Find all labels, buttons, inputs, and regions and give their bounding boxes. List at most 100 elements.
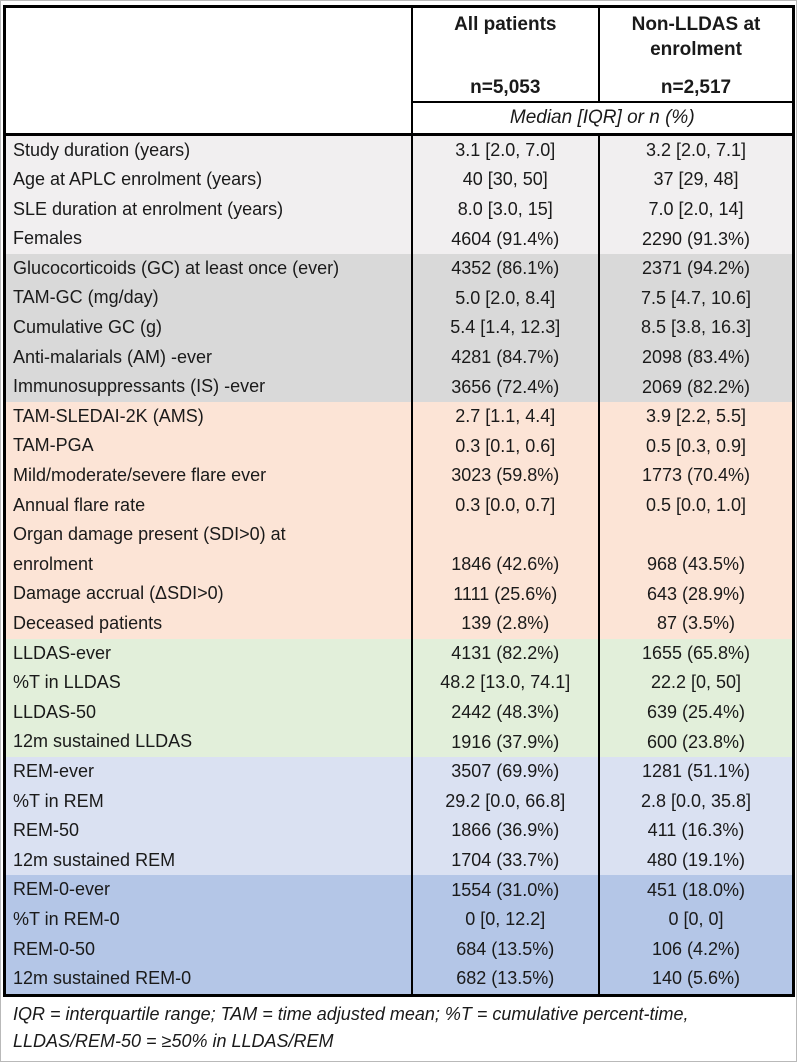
table-row: 12m sustained LLDAS 1916 (37.9%) 600 (23… <box>4 727 794 757</box>
table-row: Organ damage present (SDI>0) at enrolmen… <box>4 520 794 580</box>
value-non-lldas: 2.8 [0.0, 35.8] <box>598 786 794 817</box>
column-header-all-patients: All patients n=5,053 <box>411 6 599 103</box>
value-non-lldas: 22.2 [0, 50] <box>598 668 794 698</box>
row-label: TAM-GC (mg/day) <box>4 283 413 314</box>
row-label: Age at APLC enrolment (years) <box>4 165 413 195</box>
value-non-lldas: 600 (23.8%) <box>598 727 794 757</box>
value-all-patients: 0.3 [0.1, 0.6] <box>455 435 556 456</box>
value-all-patients: 682 (13.5%) <box>456 968 555 989</box>
row-label: %T in REM <box>4 786 413 817</box>
table-row: REM-0-50 684 (13.5%) 106 (4.2%) <box>4 934 794 965</box>
column-header-non-lldas: Non-LLDAS at enrolment n=2,517 <box>598 6 794 103</box>
subheader-cell: Median [IQR] or n (%) <box>411 102 794 136</box>
row-label: Study duration (years) <box>4 134 413 166</box>
value-all-patients: 1704 (33.7%) <box>451 850 560 871</box>
table-row: %T in LLDAS 48.2 [13.0, 74.1] 22.2 [0, 5… <box>4 668 794 698</box>
value-all-patients: 1866 (36.9%) <box>451 820 560 841</box>
value-all-patients: 4604 (91.4%) <box>451 228 560 249</box>
value-all-patients: 1111 (25.6%) <box>453 583 558 604</box>
table-row: 12m sustained REM 1704 (33.7%) 480 (19.1… <box>4 845 794 876</box>
row-label: Glucocorticoids (GC) at least once (ever… <box>4 253 413 284</box>
value-all-patients: 48.2 [13.0, 74.1] <box>440 672 571 693</box>
row-label: TAM-SLEDAI-2K (AMS) <box>4 401 413 432</box>
table-row: Anti-malarials (AM) -ever 4281 (84.7%) 2… <box>4 342 794 373</box>
value-all-patients: 8.0 [3.0, 15] <box>457 198 553 219</box>
row-label: Organ damage present (SDI>0) at enrolmen… <box>4 520 413 580</box>
subheader-row: Median [IQR] or n (%) <box>5 102 794 136</box>
row-label: REM-0-50 <box>4 934 413 965</box>
table-row: Cumulative GC (g) 5.4 [1.4, 12.3] 8.5 [3… <box>4 313 794 343</box>
value-non-lldas: 411 (16.3%) <box>598 816 794 846</box>
table-row: REM-ever 3507 (69.9%) 1281 (51.1%) <box>4 756 794 787</box>
column-title: All patients <box>454 14 557 35</box>
table-row: Glucocorticoids (GC) at least once (ever… <box>4 253 794 284</box>
value-non-lldas: 2290 (91.3%) <box>598 224 794 254</box>
row-label: SLE duration at enrolment (years) <box>4 194 413 225</box>
row-label: Immunosuppressants (IS) -ever <box>4 372 413 402</box>
value-all-patients: 4281 (84.7%) <box>451 346 560 367</box>
value-non-lldas: 968 (43.5%) <box>598 520 794 580</box>
table-row: SLE duration at enrolment (years) 8.0 [3… <box>4 194 794 225</box>
table-row: Annual flare rate 0.3 [0.0, 0.7] 0.5 [0.… <box>4 490 794 521</box>
value-non-lldas: 106 (4.2%) <box>598 934 794 965</box>
value-non-lldas: 8.5 [3.8, 16.3] <box>598 313 794 343</box>
row-label: Anti-malarials (AM) -ever <box>4 342 413 373</box>
table-row: Immunosuppressants (IS) -ever 3656 (72.4… <box>4 372 794 402</box>
table-row: LLDAS-ever 4131 (82.2%) 1655 (65.8%) <box>4 638 794 669</box>
table-footnote: IQR = interquartile range; TAM = time ad… <box>13 1004 689 1051</box>
value-all-patients: 684 (13.5%) <box>456 938 555 959</box>
row-label: LLDAS-ever <box>4 638 413 669</box>
value-non-lldas: 140 (5.6%) <box>598 964 794 996</box>
row-label: REM-ever <box>4 756 413 787</box>
column-n-count: n=2,517 <box>660 77 732 98</box>
row-label: REM-0-ever <box>4 875 413 905</box>
column-title: Non-LLDAS at enrolment <box>631 14 761 60</box>
value-all-patients: 4131 (82.2%) <box>451 642 560 663</box>
table-row: TAM-SLEDAI-2K (AMS) 2.7 [1.1, 4.4] 3.9 [… <box>4 401 794 432</box>
row-label: 12m sustained LLDAS <box>4 727 413 757</box>
value-all-patients: 4352 (86.1%) <box>451 258 560 279</box>
table-row: %T in REM 29.2 [0.0, 66.8] 2.8 [0.0, 35.… <box>4 786 794 817</box>
value-all-patients: 139 (2.8%) <box>461 613 550 634</box>
value-non-lldas: 0.5 [0.0, 1.0] <box>598 490 794 521</box>
table-row: %T in REM-0 0 [0, 12.2] 0 [0, 0] <box>4 904 794 935</box>
row-label: %T in REM-0 <box>4 904 413 935</box>
table-row: Damage accrual (ΔSDI>0) 1111 (25.6%) 643… <box>4 579 794 609</box>
row-label: REM-50 <box>4 816 413 846</box>
value-all-patients: 1916 (37.9%) <box>451 731 560 752</box>
value-all-patients: 40 [30, 50] <box>462 169 548 190</box>
value-all-patients: 3023 (59.8%) <box>451 465 560 486</box>
row-label: Deceased patients <box>4 609 413 639</box>
row-label: TAM-PGA <box>4 431 413 462</box>
row-label: Females <box>4 224 413 254</box>
value-non-lldas: 1655 (65.8%) <box>598 638 794 669</box>
value-non-lldas: 3.2 [2.0, 7.1] <box>598 134 794 166</box>
value-all-patients: 0.3 [0.0, 0.7] <box>455 494 556 515</box>
value-all-patients: 1846 (42.6%) <box>451 553 560 574</box>
value-non-lldas: 643 (28.9%) <box>598 579 794 609</box>
header-corner-cell <box>4 6 413 136</box>
table-row: TAM-PGA 0.3 [0.1, 0.6] 0.5 [0.3, 0.9] <box>4 431 794 462</box>
table-row: REM-0-ever 1554 (31.0%) 451 (18.0%) <box>4 875 794 905</box>
value-all-patients: 3507 (69.9%) <box>451 761 560 782</box>
value-non-lldas: 37 [29, 48] <box>598 165 794 195</box>
value-all-patients: 2.7 [1.1, 4.4] <box>455 406 556 427</box>
table-row: Study duration (years) 3.1 [2.0, 7.0] 3.… <box>4 134 794 166</box>
value-non-lldas: 3.9 [2.2, 5.5] <box>598 401 794 432</box>
value-non-lldas: 7.5 [4.7, 10.6] <box>598 283 794 314</box>
value-all-patients: 3656 (72.4%) <box>451 376 560 397</box>
value-all-patients: 5.0 [2.0, 8.4] <box>455 287 556 308</box>
column-n-count: n=5,053 <box>470 77 541 98</box>
table-row: 12m sustained REM-0 682 (13.5%) 140 (5.6… <box>4 964 794 996</box>
value-non-lldas: 2371 (94.2%) <box>598 253 794 284</box>
value-non-lldas: 1281 (51.1%) <box>598 756 794 787</box>
row-label: 12m sustained REM-0 <box>4 964 413 996</box>
value-non-lldas: 451 (18.0%) <box>598 875 794 905</box>
row-label: Damage accrual (ΔSDI>0) <box>4 579 413 609</box>
summary-table-container: All patients n=5,053 Non-LLDAS at enrolm… <box>3 5 795 997</box>
row-label: Annual flare rate <box>4 490 413 521</box>
table-row: REM-50 1866 (36.9%) 411 (16.3%) <box>4 816 794 846</box>
value-non-lldas: 1773 (70.4%) <box>598 461 794 491</box>
value-non-lldas: 2069 (82.2%) <box>598 372 794 402</box>
value-non-lldas: 2098 (83.4%) <box>598 342 794 373</box>
